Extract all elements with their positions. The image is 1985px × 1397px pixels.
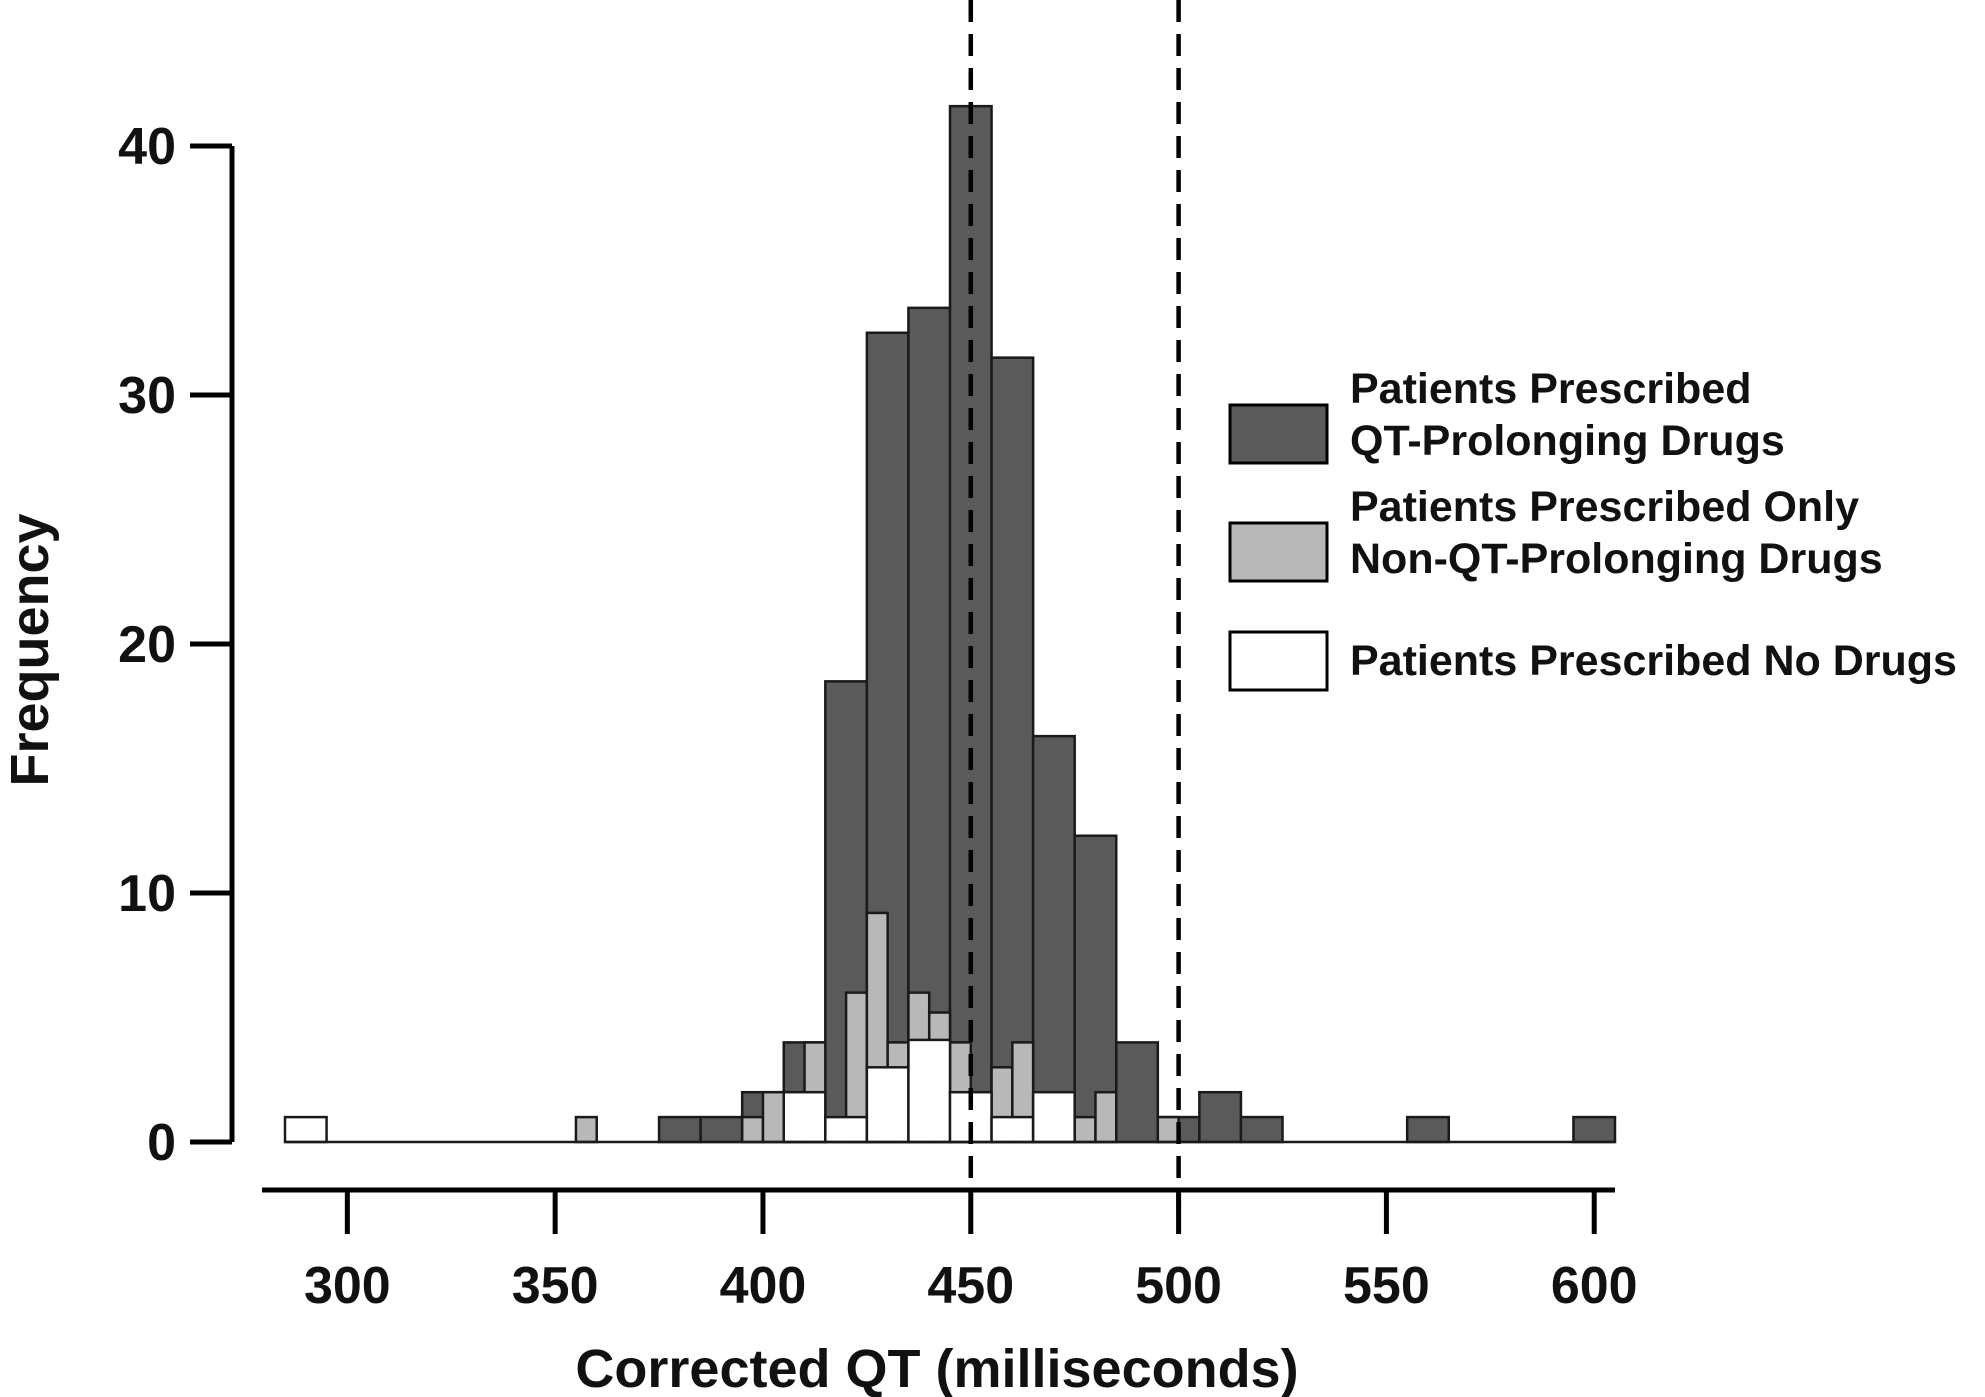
bar-layer0-505 xyxy=(1198,1090,1243,1144)
legend-swatch-1 xyxy=(1228,521,1329,583)
legend-label-0-0: Patients Prescribed xyxy=(1350,365,1752,413)
x-tick-label-550: 550 xyxy=(1343,1257,1430,1315)
x-tick-label-500: 500 xyxy=(1135,1257,1222,1315)
axes: 0 10 20 30 40 300 350 400 450 500 550 600 xyxy=(118,118,1637,1315)
bar-layer0-375 xyxy=(657,1115,702,1144)
legend-label-1-1: Non-QT-Prolonging Drugs xyxy=(1350,535,1883,583)
bar-layer0-515 xyxy=(1239,1115,1284,1144)
bar-layer1-480 xyxy=(1094,1090,1118,1144)
bar-layer2-405 xyxy=(782,1090,827,1144)
y-tick-label-30: 30 xyxy=(118,367,176,425)
y-tick-label-0: 0 xyxy=(147,1114,176,1172)
x-tick-label-350: 350 xyxy=(512,1257,599,1315)
bar-layer2-415 xyxy=(824,1115,869,1144)
bar-layer0-385 xyxy=(699,1115,744,1144)
bar-layer1-495 xyxy=(1156,1115,1180,1144)
y-tick-label-40: 40 xyxy=(118,118,176,176)
bar-layer0-595 xyxy=(1572,1115,1617,1144)
bar-layer2-285 xyxy=(283,1115,328,1144)
bar-layer2-435 xyxy=(907,1038,952,1144)
bar-layer2-455 xyxy=(990,1115,1035,1144)
x-tick-label-300: 300 xyxy=(304,1257,391,1315)
x-tick-label-450: 450 xyxy=(927,1257,1014,1315)
bar-layer0-455 xyxy=(990,356,1035,1144)
legend-label-1-0: Patients Prescribed Only xyxy=(1350,483,1859,531)
bar-layer1-395 xyxy=(740,1115,765,1144)
bar-layer1-475 xyxy=(1073,1115,1097,1144)
bar-layer0-555 xyxy=(1405,1115,1450,1144)
bar-layer0-485 xyxy=(1115,1041,1160,1144)
bar-layer1-355 xyxy=(574,1115,598,1144)
histogram-bars xyxy=(283,104,1617,1144)
legend-swatch-2 xyxy=(1228,630,1329,692)
x-tick-label-600: 600 xyxy=(1551,1257,1638,1315)
legend-label-2-0: Patients Prescribed No Drugs xyxy=(1350,637,1957,685)
y-tick-label-10: 10 xyxy=(118,865,176,923)
bar-layer1-400 xyxy=(761,1090,785,1144)
x-axis-title: Corrected QT (milliseconds) xyxy=(575,1339,1298,1397)
y-axis-title: Frequency xyxy=(0,513,60,786)
legend-label-0-1: QT-Prolonging Drugs xyxy=(1350,417,1785,465)
y-tick-label-20: 20 xyxy=(118,616,176,674)
bar-layer0-465 xyxy=(1031,734,1076,1144)
x-tick-label-400: 400 xyxy=(720,1257,807,1315)
bar-layer2-425 xyxy=(865,1066,910,1144)
bar-layer2-465 xyxy=(1031,1090,1076,1144)
legend-swatch-0 xyxy=(1228,403,1329,465)
